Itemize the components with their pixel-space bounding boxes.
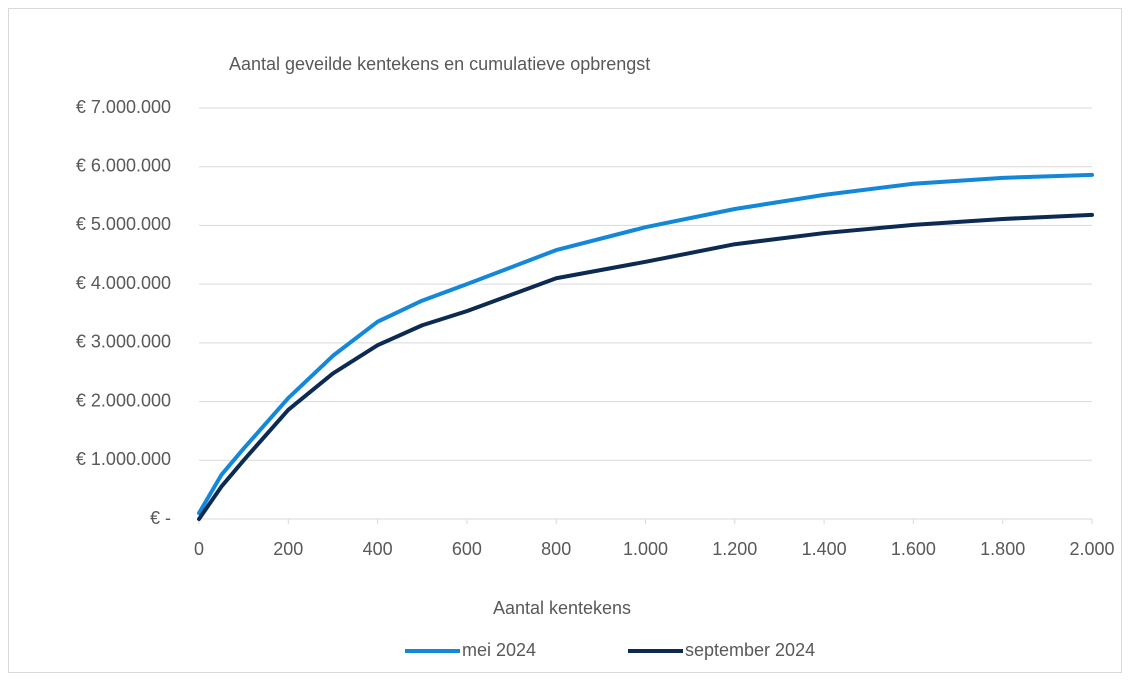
series-line xyxy=(197,212,1094,521)
y-tick-label: € 6.000.000 xyxy=(76,155,171,175)
legend-label: september 2024 xyxy=(685,640,815,660)
chart-border xyxy=(8,8,1122,673)
x-tick-label: 600 xyxy=(452,539,482,559)
y-tick-label: € 4.000.000 xyxy=(76,273,171,293)
y-tick-label: € 1.000.000 xyxy=(76,449,171,469)
y-tick-label: € 7.000.000 xyxy=(76,97,171,117)
x-tick-label: 0 xyxy=(194,539,204,559)
chart-title: Aantal geveilde kentekens en cumulatieve… xyxy=(229,54,650,74)
x-tick-label: 1.000 xyxy=(623,539,668,559)
x-tick-label: 800 xyxy=(541,539,571,559)
x-tick-label: 400 xyxy=(363,539,393,559)
x-tick-label: 2.000 xyxy=(1069,539,1114,559)
y-tick-label: € 5.000.000 xyxy=(76,214,171,234)
x-axis-label: Aantal kentekens xyxy=(493,598,631,618)
y-tick-label: € 3.000.000 xyxy=(76,332,171,352)
x-tick-label: 1.600 xyxy=(891,539,936,559)
y-tick-label: € 2.000.000 xyxy=(76,390,171,410)
series-line xyxy=(197,172,1094,516)
legend-label: mei 2024 xyxy=(462,640,536,660)
x-tick-label: 1.200 xyxy=(712,539,757,559)
y-tick-label: € - xyxy=(150,508,171,528)
x-tick-label: 200 xyxy=(273,539,303,559)
x-tick-label: 1.400 xyxy=(802,539,847,559)
x-tick-label: 1.800 xyxy=(980,539,1025,559)
